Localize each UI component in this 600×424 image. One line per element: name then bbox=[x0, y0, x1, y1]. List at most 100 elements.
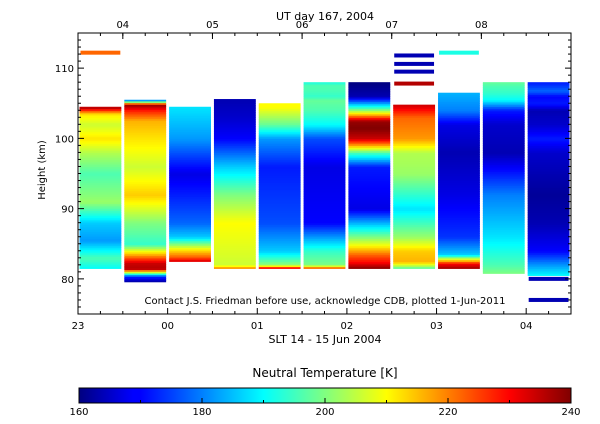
data-cell bbox=[169, 131, 211, 134]
data-cell bbox=[348, 110, 391, 113]
data-cell bbox=[393, 234, 436, 238]
data-cell bbox=[124, 251, 167, 255]
data-cell bbox=[348, 155, 391, 159]
data-cell bbox=[438, 92, 480, 96]
data-cell bbox=[348, 145, 391, 148]
data-cell bbox=[527, 254, 570, 257]
data-cell bbox=[169, 236, 211, 240]
data-cell bbox=[482, 139, 525, 143]
data-cell bbox=[79, 147, 122, 150]
data-cell bbox=[527, 222, 570, 226]
data-cell bbox=[258, 226, 301, 229]
data-cell bbox=[527, 184, 570, 187]
data-cell bbox=[124, 221, 167, 225]
data-cell bbox=[124, 104, 167, 107]
data-cell bbox=[527, 113, 570, 117]
data-cell bbox=[482, 201, 525, 204]
data-cell bbox=[527, 117, 570, 120]
data-cell bbox=[348, 162, 391, 166]
data-cell bbox=[393, 206, 436, 210]
data-cell bbox=[79, 189, 122, 192]
data-cell bbox=[348, 185, 391, 189]
data-cell bbox=[438, 208, 480, 211]
data-cell bbox=[303, 261, 346, 264]
data-cell bbox=[438, 105, 480, 108]
data-cell bbox=[213, 143, 256, 146]
data-cell bbox=[124, 181, 167, 184]
data-cell bbox=[438, 227, 480, 231]
data-cell bbox=[482, 224, 525, 227]
data-cell bbox=[79, 201, 122, 204]
data-cell bbox=[213, 240, 256, 243]
data-cell bbox=[79, 131, 122, 134]
data-cell bbox=[124, 211, 167, 214]
data-cell bbox=[393, 229, 436, 233]
data-cell bbox=[258, 150, 301, 154]
data-cell bbox=[348, 119, 391, 122]
data-cell bbox=[213, 206, 256, 210]
data-cell bbox=[303, 198, 346, 201]
data-cell bbox=[438, 192, 480, 196]
data-cell bbox=[527, 108, 570, 111]
data-cell bbox=[169, 161, 211, 164]
data-cell bbox=[303, 219, 346, 222]
data-cell bbox=[79, 162, 122, 166]
data-cell bbox=[482, 136, 525, 139]
data-cell bbox=[169, 215, 211, 219]
data-cell bbox=[348, 180, 391, 183]
data-cell bbox=[438, 212, 480, 215]
data-cell bbox=[79, 134, 122, 138]
data-cell bbox=[393, 106, 436, 110]
data-cell bbox=[258, 162, 301, 166]
data-cell bbox=[527, 138, 570, 141]
data-cell bbox=[348, 154, 391, 157]
data-cell bbox=[124, 167, 167, 170]
data-cell bbox=[79, 243, 122, 247]
data-cell bbox=[169, 152, 211, 155]
colorbar-tick-label: 200 bbox=[315, 407, 334, 418]
data-cell bbox=[79, 140, 122, 143]
data-cell bbox=[169, 249, 211, 252]
data-cell bbox=[213, 213, 256, 217]
data-cell bbox=[438, 256, 480, 259]
data-cell bbox=[124, 165, 167, 169]
data-cell bbox=[482, 239, 525, 243]
data-cell bbox=[393, 247, 436, 250]
data-cell bbox=[258, 124, 301, 127]
data-cell bbox=[348, 85, 391, 89]
data-cell bbox=[303, 217, 346, 220]
data-cell bbox=[527, 99, 570, 103]
data-cell bbox=[213, 115, 256, 118]
data-cell bbox=[482, 167, 525, 171]
data-cell bbox=[393, 240, 436, 243]
data-cell bbox=[169, 205, 211, 208]
data-cell bbox=[169, 194, 211, 197]
data-cell bbox=[169, 187, 211, 190]
data-cell bbox=[348, 245, 391, 248]
data-cell bbox=[124, 123, 167, 126]
data-cell bbox=[213, 124, 256, 127]
data-cell bbox=[527, 182, 570, 185]
data-cell bbox=[482, 102, 525, 106]
data-cell bbox=[213, 150, 256, 154]
data-cell bbox=[124, 158, 167, 162]
data-cell bbox=[303, 113, 346, 117]
data-cell bbox=[348, 250, 391, 254]
data-cell bbox=[213, 154, 256, 157]
data-cell bbox=[303, 133, 346, 136]
data-cell bbox=[124, 116, 167, 119]
data-cell bbox=[169, 191, 211, 194]
data-cell bbox=[393, 187, 436, 190]
data-columns bbox=[79, 50, 570, 302]
data-cell bbox=[303, 191, 346, 194]
data-cell bbox=[258, 243, 301, 247]
top-tick-label: 05 bbox=[206, 20, 219, 31]
data-cell bbox=[213, 103, 256, 106]
data-cell bbox=[348, 141, 391, 145]
data-cell bbox=[169, 192, 211, 196]
data-cell bbox=[258, 161, 301, 164]
data-cell bbox=[124, 199, 167, 202]
data-cell bbox=[482, 252, 525, 255]
top-tick-label: 07 bbox=[385, 20, 398, 31]
data-cell bbox=[213, 129, 256, 132]
